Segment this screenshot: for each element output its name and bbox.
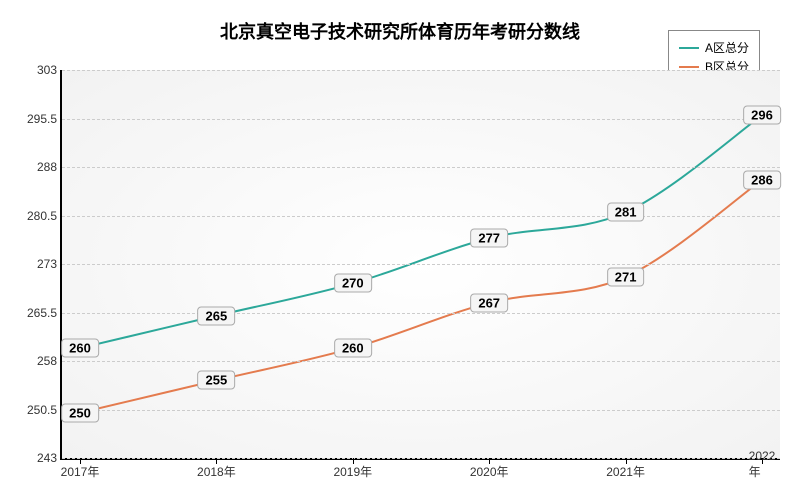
chart-title: 北京真空电子技术研究所体育历年考研分数线 <box>220 18 580 44</box>
data-label: 281 <box>607 203 645 222</box>
data-label: 277 <box>470 229 508 248</box>
y-tick-label: 280.5 <box>12 209 57 223</box>
grid-line <box>62 119 780 120</box>
grid-line <box>62 264 780 265</box>
legend-swatch-b <box>679 66 699 68</box>
data-label: 260 <box>334 339 372 358</box>
legend-item-a: A区总分 <box>679 39 749 56</box>
x-tick-label: 2021年 <box>606 463 645 480</box>
plot-area: 243250.5258265.5273280.5288295.53032017年… <box>60 70 780 460</box>
y-tick-label: 273 <box>12 257 57 271</box>
y-tick-label: 303 <box>12 63 57 77</box>
data-label: 267 <box>470 293 508 312</box>
data-label: 286 <box>743 170 781 189</box>
y-tick-label: 250.5 <box>12 403 57 417</box>
grid-line <box>62 313 780 314</box>
y-tick-label: 265.5 <box>12 306 57 320</box>
grid-line <box>62 458 780 459</box>
x-tick-label: 2019年 <box>333 463 372 480</box>
chart-container: 北京真空电子技术研究所体育历年考研分数线 A区总分 B区总分 243250.52… <box>0 0 800 500</box>
y-tick-label: 258 <box>12 354 57 368</box>
data-label: 260 <box>61 339 99 358</box>
grid-line <box>62 216 780 217</box>
grid-line <box>62 361 780 362</box>
legend-label-a: A区总分 <box>705 39 749 56</box>
y-tick-label: 288 <box>12 160 57 174</box>
grid-line <box>62 167 780 168</box>
data-label: 270 <box>334 274 372 293</box>
x-tick-label: 2017年 <box>61 463 100 480</box>
x-tick-label: 2022年 <box>749 449 776 480</box>
data-label: 265 <box>198 306 236 325</box>
grid-line <box>62 70 780 71</box>
y-tick-label: 295.5 <box>12 112 57 126</box>
x-tick-label: 2018年 <box>197 463 236 480</box>
x-tick-label: 2020年 <box>470 463 509 480</box>
grid-line <box>62 410 780 411</box>
legend-swatch-a <box>679 47 699 49</box>
data-label: 296 <box>743 106 781 125</box>
data-label: 271 <box>607 267 645 286</box>
data-label: 255 <box>198 371 236 390</box>
y-tick-label: 243 <box>12 451 57 465</box>
data-label: 250 <box>61 403 99 422</box>
